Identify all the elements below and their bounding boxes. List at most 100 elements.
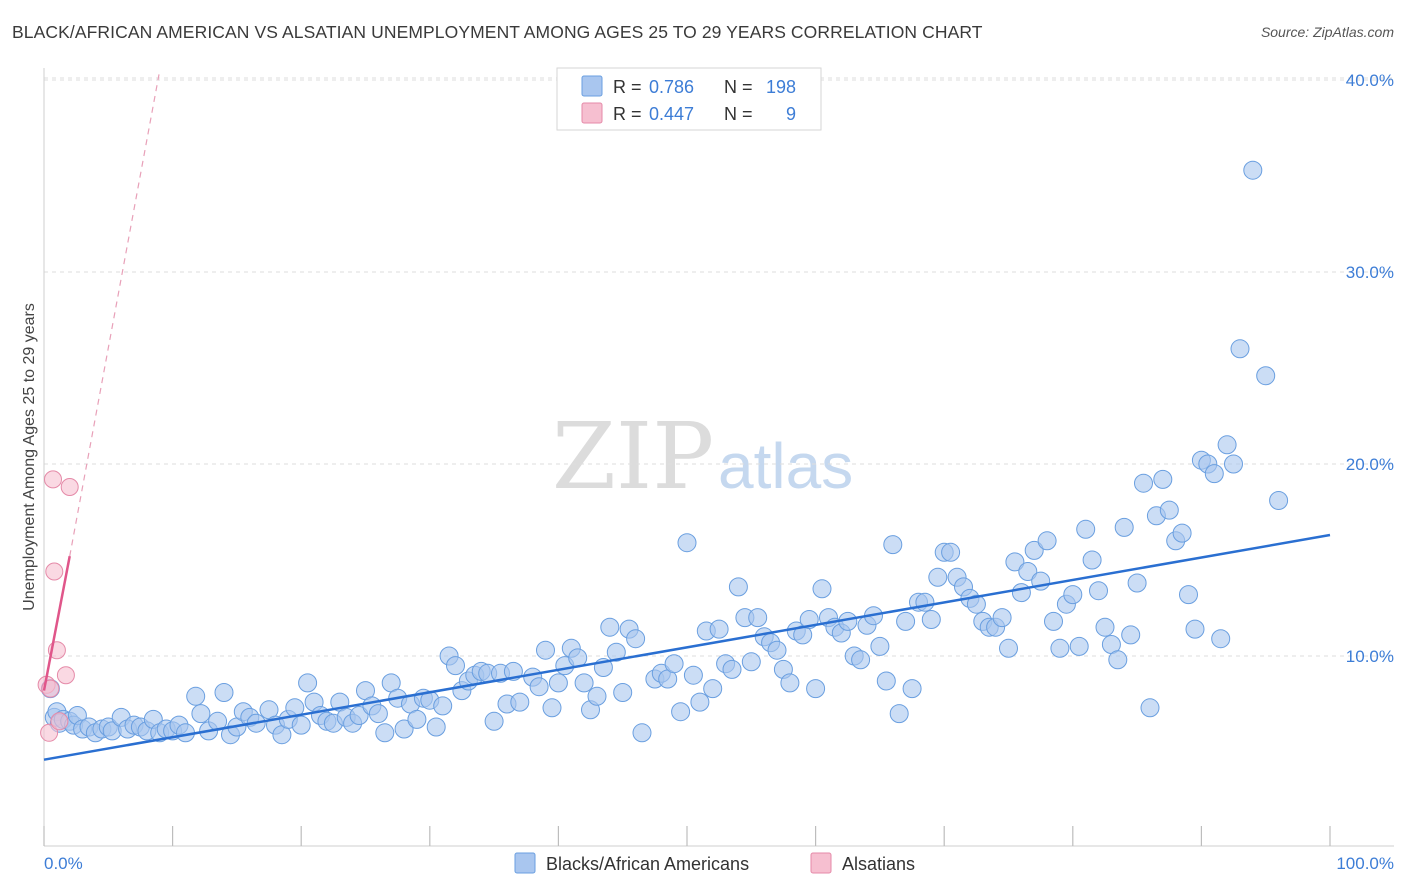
axes — [43, 68, 1394, 847]
point-blacks-105 — [722, 659, 742, 679]
point-blacks-40 — [291, 715, 311, 735]
point-blacks-175 — [1172, 523, 1192, 543]
point-blacks-143 — [966, 594, 986, 614]
x-axis-ticks — [43, 826, 1331, 846]
point-blacks-106 — [728, 577, 748, 597]
point-blacks-58 — [407, 709, 427, 729]
watermark-zip: ZIP — [552, 403, 714, 510]
point-blacks-151 — [1018, 562, 1038, 581]
point-blacks-133 — [902, 679, 922, 699]
point-blacks-161 — [1082, 550, 1102, 570]
point-blacks-79 — [548, 673, 568, 693]
point-blacks-76 — [529, 677, 549, 697]
point-blacks-89 — [613, 683, 633, 702]
point-blacks-78 — [542, 698, 562, 718]
point-blacks-163 — [1095, 617, 1115, 637]
point-blacks-108 — [741, 652, 761, 672]
point-blacks-100 — [690, 692, 710, 712]
point-blacks-128 — [870, 636, 890, 656]
point-blacks-109 — [748, 608, 768, 628]
point-blacks-158 — [1063, 585, 1083, 605]
legend-n-value-1: 198 — [766, 77, 796, 97]
point-blacks-167 — [1121, 625, 1141, 645]
point-blacks-98 — [677, 533, 697, 553]
trend-line-alsatians-extension — [69, 70, 161, 557]
x-tick-label-max: 100.0% — [1336, 854, 1394, 873]
point-blacks-85 — [587, 686, 607, 706]
point-blacks-77 — [536, 640, 555, 660]
y-axis-label: Unemployment Among Ages 25 to 29 years — [21, 303, 38, 611]
point-blacks-170 — [1140, 698, 1160, 718]
point-blacks-83 — [574, 673, 594, 693]
legend-r-label-2: R = — [613, 104, 642, 124]
point-blacks-125 — [851, 650, 871, 670]
point-blacks-172 — [1153, 469, 1173, 489]
point-blacks-186 — [1256, 366, 1276, 386]
point-blacks-70 — [484, 711, 504, 731]
legend-n-label-2: N = — [724, 104, 753, 124]
point-blacks-168 — [1127, 573, 1147, 593]
point-blacks-182 — [1217, 435, 1237, 455]
legend-r-value-2: 0.447 — [649, 104, 694, 124]
point-blacks-137 — [928, 567, 948, 587]
point-blacks-74 — [510, 692, 530, 712]
point-blacks-155 — [1044, 611, 1063, 631]
point-blacks-184 — [1230, 339, 1250, 359]
point-blacks-91 — [626, 629, 646, 649]
point-blacks-92 — [632, 723, 652, 743]
point-blacks-25 — [186, 686, 206, 706]
y-tick-label-20: 20.0% — [1346, 455, 1394, 474]
point-blacks-96 — [664, 654, 684, 674]
y-tick-label-40: 40.0% — [1346, 71, 1394, 90]
point-blacks-149 — [1005, 552, 1025, 572]
point-blacks-97 — [671, 702, 691, 722]
bottom-legend-label-pink: Alsatians — [842, 854, 915, 874]
point-blacks-41 — [298, 673, 318, 693]
point-blacks-156 — [1050, 638, 1070, 658]
point-blacks-62 — [433, 696, 453, 716]
point-alsatians-7 — [56, 666, 75, 685]
bottom-legend-label-blue: Blacks/African Americans — [546, 854, 749, 874]
legend-r-value-1: 0.786 — [649, 77, 694, 97]
point-blacks-26 — [191, 704, 211, 724]
x-tick-label-min: 0.0% — [44, 854, 83, 873]
chart-title: BLACK/AFRICAN AMERICAN VS ALSATIAN UNEMP… — [12, 22, 983, 42]
point-blacks-185 — [1243, 160, 1263, 180]
point-blacks-87 — [600, 617, 620, 637]
point-blacks-52 — [368, 704, 388, 724]
legend-swatch-pink — [581, 102, 603, 124]
legend-swatch-blue — [581, 75, 603, 97]
point-blacks-61 — [426, 717, 446, 737]
series-alsatians — [37, 470, 79, 742]
point-blacks-177 — [1185, 619, 1205, 639]
source-credit: Source: ZipAtlas.com — [1260, 24, 1394, 40]
point-blacks-159 — [1069, 636, 1089, 656]
point-blacks-152 — [1024, 540, 1044, 560]
point-blacks-29 — [214, 683, 234, 702]
point-blacks-154 — [1037, 531, 1057, 551]
point-blacks-148 — [999, 638, 1018, 658]
point-blacks-181 — [1211, 629, 1231, 649]
point-blacks-139 — [941, 542, 961, 562]
series-legend: Blacks/African Americans Alsatians — [514, 852, 915, 874]
point-blacks-56 — [394, 719, 414, 739]
point-blacks-131 — [889, 704, 909, 724]
correlation-legend: R = 0.786 N = 198 R = 0.447 N = 9 — [556, 67, 822, 131]
point-blacks-169 — [1134, 473, 1153, 493]
point-blacks-165 — [1108, 650, 1128, 670]
point-blacks-118 — [806, 679, 826, 699]
point-blacks-136 — [921, 610, 941, 629]
point-blacks-176 — [1179, 585, 1198, 605]
trend-line-alsatians — [42, 555, 71, 691]
legend-r-label-1: R = — [613, 77, 642, 97]
point-alsatians-1 — [40, 723, 59, 742]
watermark-atlas: atlas — [718, 430, 853, 502]
point-blacks-187 — [1269, 491, 1289, 510]
point-alsatians-3 — [44, 470, 62, 489]
point-blacks-99 — [683, 665, 703, 685]
point-blacks-53 — [375, 723, 395, 743]
point-blacks-166 — [1114, 517, 1134, 537]
point-blacks-147 — [992, 608, 1012, 628]
point-blacks-102 — [703, 679, 723, 699]
gridlines — [44, 77, 1394, 657]
